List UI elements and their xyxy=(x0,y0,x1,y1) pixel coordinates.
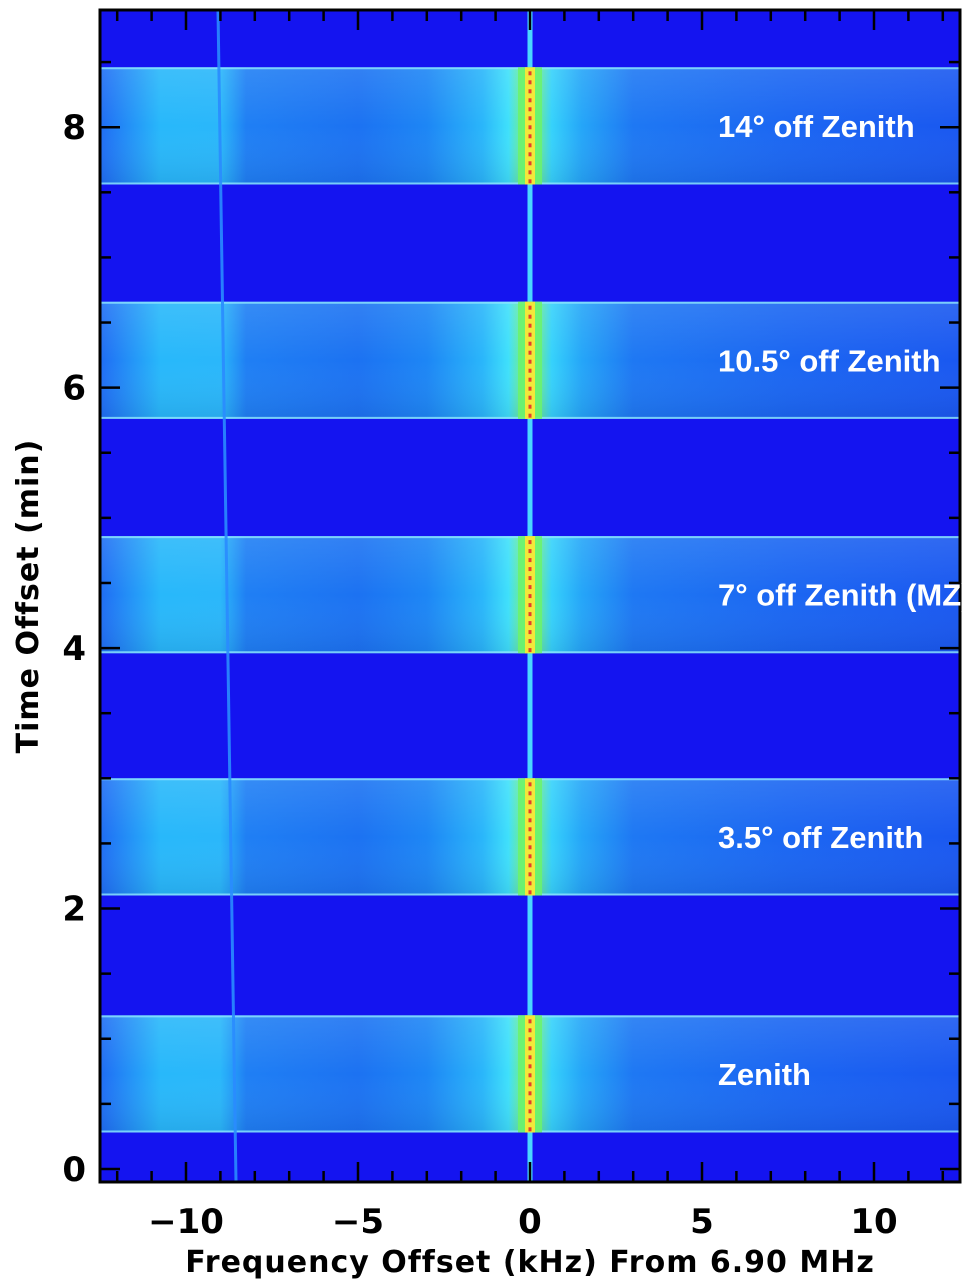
center-signal-peak xyxy=(528,332,532,337)
center-signal-peak xyxy=(528,1064,532,1069)
center-signal-peak xyxy=(528,1073,532,1078)
center-signal-peak xyxy=(528,116,532,121)
center-signal-peak xyxy=(528,89,532,94)
y-tick-label: 2 xyxy=(62,890,86,930)
center-signal-peak xyxy=(528,71,532,76)
band-label: 7° off Zenith (MZ) xyxy=(718,578,965,613)
center-signal-peak xyxy=(528,350,532,355)
center-signal-peak xyxy=(528,125,532,130)
ticks-layer xyxy=(100,10,960,1182)
center-signal-peak xyxy=(528,863,532,868)
center-signal-peak xyxy=(528,1118,532,1123)
center-signal-peak xyxy=(528,782,532,787)
center-signal-peak xyxy=(528,1019,532,1024)
band-label: 10.5° off Zenith xyxy=(718,343,941,378)
drift-line xyxy=(216,10,238,1182)
center-signal-peak xyxy=(528,1046,532,1051)
y-tick-label: 4 xyxy=(62,629,86,669)
center-signal-peak xyxy=(528,395,532,400)
center-signal-peak xyxy=(528,621,532,626)
center-signal-peak xyxy=(528,648,532,653)
y-tick-label: 0 xyxy=(62,1150,86,1190)
center-signal-peak xyxy=(528,603,532,608)
center-signal-peak xyxy=(528,359,532,364)
center-signal-peak xyxy=(528,98,532,103)
center-signal-peak xyxy=(528,1091,532,1096)
y-axis-label: Time Offset (min) xyxy=(11,439,46,754)
x-tick-label: 10 xyxy=(850,1202,897,1242)
center-signal-peak xyxy=(528,386,532,391)
center-signal-peak xyxy=(528,1055,532,1060)
center-signal-peak xyxy=(528,558,532,563)
center-signal-peak xyxy=(528,314,532,319)
center-signal-peak xyxy=(528,791,532,796)
center-signal-peak xyxy=(528,377,532,382)
center-signal-peak xyxy=(528,305,532,310)
center-signal-peak xyxy=(528,107,532,112)
tick-labels-layer: −10 −5 0 5 10 0 2 4 6 8 xyxy=(62,108,897,1242)
center-signal-peak xyxy=(528,549,532,554)
x-tick-label: 0 xyxy=(518,1202,542,1242)
center-signal-peak xyxy=(528,836,532,841)
center-signal-peak xyxy=(528,1127,532,1132)
x-tick-label: −5 xyxy=(332,1202,384,1242)
center-signal-peak xyxy=(528,845,532,850)
center-signal-peak xyxy=(528,80,532,85)
center-signal-peak xyxy=(528,161,532,166)
center-signal-peak xyxy=(528,881,532,886)
center-signal-peak xyxy=(528,134,532,139)
band-labels-layer: Zenith 3.5° off Zenith 7° off Zenith (MZ) 1… xyxy=(718,109,965,1092)
center-signal-peak xyxy=(528,1109,532,1114)
center-signal-peak xyxy=(528,854,532,859)
plot-area xyxy=(100,10,960,1182)
center-signal-peak xyxy=(528,872,532,877)
center-signal-peak xyxy=(528,1082,532,1087)
center-signal-peak xyxy=(528,567,532,572)
center-signal-peak xyxy=(528,152,532,157)
center-signal-peak xyxy=(528,827,532,832)
center-signal-peak xyxy=(528,818,532,823)
center-signal-peak xyxy=(528,639,532,644)
y-tick-label: 6 xyxy=(62,369,86,409)
center-signal-peak xyxy=(528,576,532,581)
center-signal-peak xyxy=(528,585,532,590)
center-signal-peak xyxy=(528,809,532,814)
center-signal-peak xyxy=(528,630,532,635)
center-signal-peak xyxy=(528,890,532,895)
y-tick-label: 8 xyxy=(62,108,86,148)
center-signal-peak xyxy=(528,368,532,373)
center-signal-peak xyxy=(528,540,532,545)
center-hot-layer xyxy=(518,67,542,1133)
center-signal-peak xyxy=(528,594,532,599)
x-tick-label: 5 xyxy=(690,1202,714,1242)
center-signal-peak xyxy=(528,143,532,148)
center-signal-peak xyxy=(528,341,532,346)
x-tick-label: −10 xyxy=(148,1202,224,1242)
center-signal-peak xyxy=(528,612,532,617)
center-signal-peak xyxy=(528,1037,532,1042)
center-signal-peak xyxy=(528,179,532,184)
band-label: 3.5° off Zenith xyxy=(718,820,923,855)
center-signal-peak xyxy=(528,323,532,328)
center-signal-peak xyxy=(528,800,532,805)
band-label: Zenith xyxy=(718,1057,811,1092)
center-signal-peak xyxy=(528,170,532,175)
band-label: 14° off Zenith xyxy=(718,109,915,144)
center-signal-peak xyxy=(528,1028,532,1033)
center-signal-peak xyxy=(528,413,532,418)
x-axis-label: Frequency Offset (kHz) From 6.90 MHz xyxy=(185,1245,875,1280)
center-signal-peak xyxy=(528,404,532,409)
center-signal-peak xyxy=(528,1100,532,1105)
